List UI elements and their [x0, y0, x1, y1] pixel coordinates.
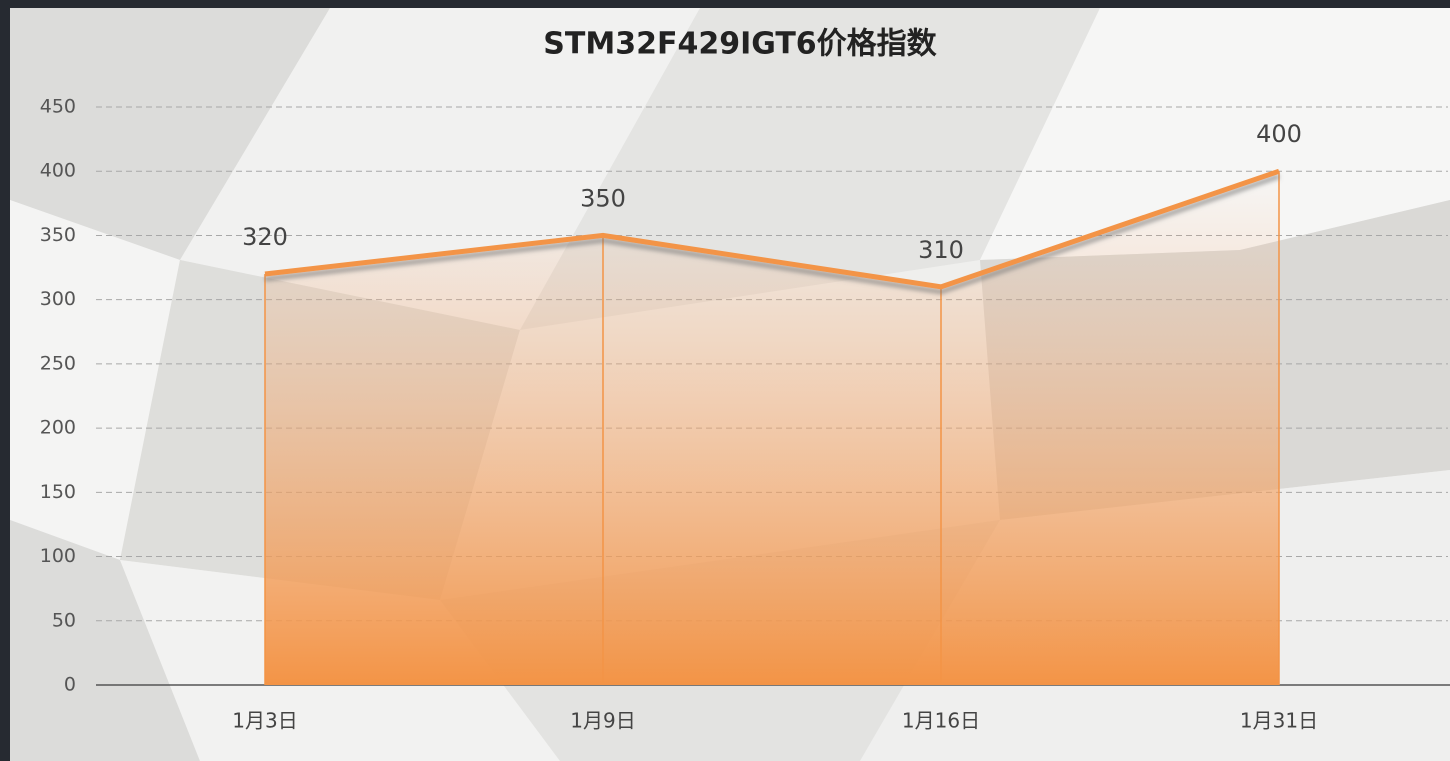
x-tick-label: 1月3日: [232, 709, 297, 733]
area: [265, 171, 1279, 685]
y-tick-label: 400: [40, 160, 76, 182]
y-tick-label: 350: [40, 224, 76, 246]
y-tick-label: 300: [40, 288, 76, 310]
x-tick-label: 1月31日: [1240, 709, 1318, 733]
x-tick-label: 1月16日: [902, 709, 980, 733]
y-tick-label: 450: [40, 96, 76, 118]
y-tick-label: 250: [40, 352, 76, 374]
data-label: 350: [580, 184, 626, 212]
data-label: 400: [1256, 120, 1302, 148]
y-tick-label: 50: [52, 609, 76, 631]
y-tick-label: 150: [40, 481, 76, 503]
y-tick-label: 100: [40, 545, 76, 567]
y-tick-label: 200: [40, 417, 76, 439]
data-label: 320: [242, 223, 288, 251]
data-label: 310: [918, 236, 964, 264]
x-tick-label: 1月9日: [570, 709, 635, 733]
y-tick-label: 0: [64, 674, 76, 696]
line: [264, 168, 1280, 290]
chart-title: STM32F429IGT6价格指数: [543, 27, 937, 62]
